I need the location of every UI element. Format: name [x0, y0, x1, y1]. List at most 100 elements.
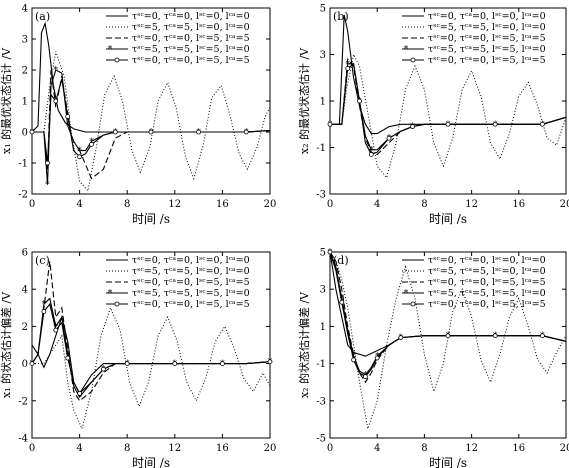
- series-5-marker: [492, 333, 498, 339]
- series-5-marker: [77, 154, 82, 160]
- x-tick-label: 0: [327, 443, 333, 454]
- series-5-marker: [398, 335, 404, 340]
- series-2-line: [330, 252, 566, 429]
- legend-entry: τˢᶜ=5, τᶜᵃ=5, lˢᶜ=5, lᶜᵃ=0: [428, 44, 546, 55]
- y-tick-label: 3: [320, 285, 326, 296]
- series-5-marker: [410, 124, 416, 129]
- series-5-marker: [29, 361, 35, 367]
- y-tick-label: 0: [22, 128, 28, 139]
- y-tick-label: 0: [22, 359, 28, 370]
- x-tick-label: 0: [29, 443, 35, 454]
- legend-marker: *: [108, 45, 113, 55]
- series-5-marker: [172, 361, 178, 367]
- panel-2: 0 4 8 12 16 20 -3 -1 1 3 5 时间 /s x₂ 的最优状态估计 /V (b) * * *…: [297, 4, 569, 227]
- y-tick-label: -1: [316, 359, 326, 370]
- series-4-marker: *: [77, 393, 82, 403]
- series-5-marker: [445, 333, 451, 339]
- panel-label: (a): [35, 10, 50, 23]
- x-axis-label: 时间 /s: [429, 456, 467, 468]
- x-tick-label: 16: [512, 199, 525, 210]
- y-tick-label: 3: [320, 50, 326, 61]
- x-tick-label: 12: [168, 443, 181, 454]
- series-4-line: [330, 63, 566, 151]
- x-axis-label: 时间 /s: [132, 456, 170, 468]
- y-tick-label: 6: [22, 248, 28, 259]
- x-tick-label: 20: [560, 443, 569, 454]
- x-tick-label: 20: [560, 199, 569, 210]
- series-2-line: [32, 306, 270, 431]
- panel-label: (b): [333, 10, 349, 23]
- x-tick-label: 8: [124, 199, 130, 210]
- series-5-marker: [374, 355, 380, 361]
- x-tick-label: 4: [374, 199, 380, 210]
- x-tick-label: 8: [124, 443, 130, 454]
- series-5-marker: [219, 361, 225, 367]
- plot-frame: [329, 251, 567, 439]
- y-tick-label: 4: [22, 4, 28, 15]
- series-4-marker: *: [77, 147, 82, 157]
- legend-entry: τˢᶜ=0, τᶜᵃ=0, lˢᶜ=0, lᶜᵃ=0: [428, 255, 546, 266]
- series-5-marker: [65, 355, 71, 361]
- series-5-marker: [124, 361, 130, 367]
- x-tick-label: 12: [168, 199, 181, 210]
- x-tick-label: 20: [264, 199, 277, 210]
- series-5-marker: [368, 152, 374, 157]
- legend-entry: τˢᶜ=5, τᶜᵃ=5, lˢᶜ=0, lᶜᵃ=0: [132, 22, 250, 33]
- legend-entry: τˢᶜ=0, τᶜᵃ=0, lˢᶜ=0, lᶜᵃ=0: [132, 255, 250, 266]
- panel-label: (c): [35, 254, 50, 267]
- legend-entry: τˢᶜ=0, τᶜᵃ=0, lˢᶜ=5, lᶜᵃ=5: [428, 299, 546, 310]
- legend-marker: [410, 57, 416, 63]
- legend-entry: τˢᶜ=5, τᶜᵃ=5, lˢᶜ=5, lᶜᵃ=0: [428, 288, 546, 299]
- series-5-marker: [540, 333, 545, 339]
- series-4-marker: *: [351, 352, 356, 362]
- legend-marker: [410, 301, 416, 307]
- series-5-marker: [112, 129, 118, 135]
- y-tick-label: -3: [316, 190, 326, 201]
- x-tick-label: 12: [465, 199, 478, 210]
- series-5-marker: [339, 299, 345, 305]
- series-5-line: [330, 62, 566, 156]
- panel-3: 0 4 8 12 16 20 -4 -2 0 2 4 6 时间 /s x₁ 的状态估计偏差 /V (c) * *…: [0, 248, 276, 468]
- x-tick-label: 4: [76, 443, 82, 454]
- x-tick-label: 16: [512, 443, 525, 454]
- series-2-line: [32, 51, 270, 192]
- legend-entry: τˢᶜ=5, τᶜᵃ=5, lˢᶜ=0, lᶜᵃ=0: [428, 266, 546, 277]
- legend-marker: *: [108, 289, 113, 299]
- legend-entry: τˢᶜ=0, τᶜᵃ=0, lˢᶜ=5, lᶜᵃ=5: [132, 33, 250, 44]
- series-3-line: [32, 261, 270, 402]
- series-5-marker: [362, 374, 368, 380]
- x-axis-label: 时间 /s: [429, 212, 467, 226]
- x-tick-label: 0: [29, 199, 35, 210]
- y-tick-label: 1: [320, 322, 326, 333]
- series-5-marker: [492, 121, 498, 127]
- y-tick-label: 2: [22, 66, 28, 77]
- y-axis-label: x₂ 的最优状态估计 /V: [297, 47, 311, 154]
- legend-entry: τˢᶜ=5, τᶜᵃ=5, lˢᶜ=5, lᶜᵃ=0: [132, 288, 250, 299]
- x-tick-label: 0: [327, 199, 333, 210]
- series-5-marker: [540, 121, 545, 127]
- y-tick-label: -5: [316, 434, 326, 445]
- legend-entry: τˢᶜ=5, τᶜᵃ=5, lˢᶜ=0, lᶜᵃ=0: [428, 22, 546, 33]
- legend-marker: *: [404, 289, 409, 299]
- series-4-marker: *: [65, 122, 70, 132]
- series-5-line: [330, 252, 566, 378]
- y-axis-label: x₂ 的状态估计偏差 /V: [297, 291, 311, 398]
- x-tick-label: 12: [465, 443, 478, 454]
- y-tick-label: -1: [18, 159, 28, 170]
- series-5-marker: [65, 114, 71, 119]
- y-tick-label: 1: [22, 97, 28, 108]
- series-5-marker: [327, 121, 333, 127]
- series-5-marker: [345, 66, 351, 71]
- legend-entry: τˢᶜ=0, τᶜᵃ=0, lˢᶜ=5, lᶜᵃ=5: [132, 277, 250, 288]
- y-tick-label: -2: [18, 190, 28, 201]
- series-5-marker: [41, 309, 47, 314]
- x-tick-label: 16: [216, 199, 229, 210]
- series-5-marker: [77, 390, 82, 396]
- legend-entry: τˢᶜ=0, τᶜᵃ=0, lˢᶜ=5, lᶜᵃ=5: [428, 277, 546, 288]
- series-4-marker: *: [45, 181, 50, 191]
- legend-entry: τˢᶜ=0, τᶜᵃ=0, lˢᶜ=5, lᶜᵃ=5: [428, 55, 546, 66]
- y-axis-label: x₁ 的最优状态估计 /V: [0, 47, 13, 154]
